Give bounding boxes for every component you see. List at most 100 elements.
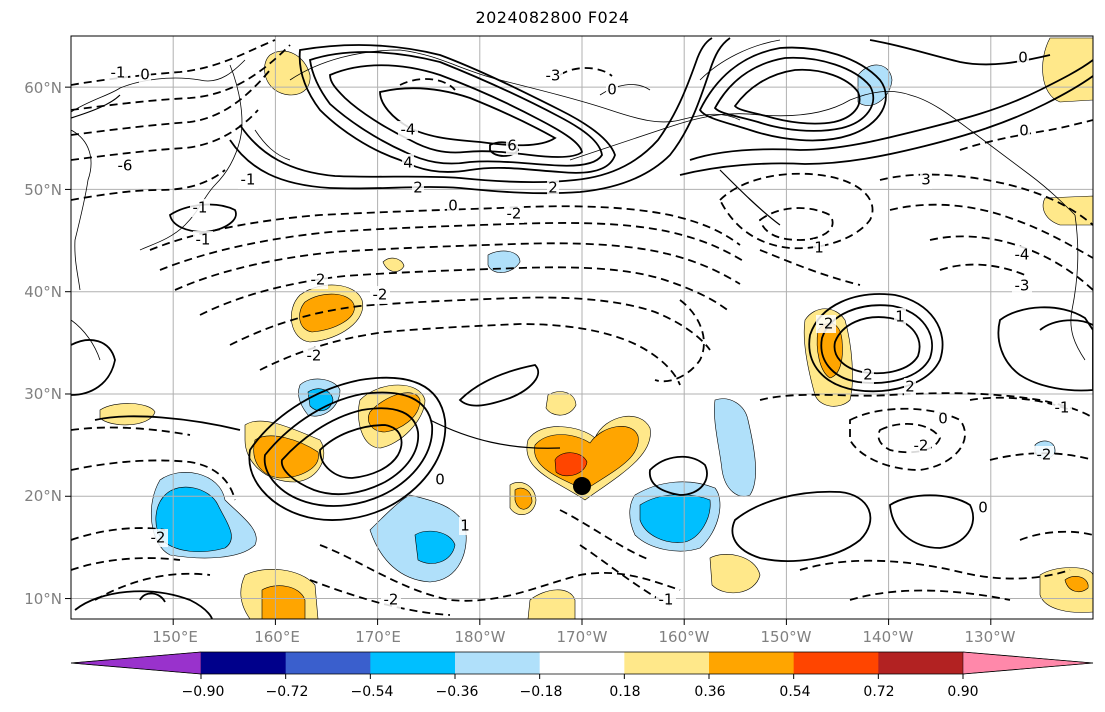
lon-tick-label: 150°W (761, 628, 812, 646)
contour-label: -4 (401, 121, 416, 139)
contour-label-bg (238, 171, 258, 189)
contour-label: -6 (118, 157, 133, 175)
contour-label: -1 (659, 591, 674, 609)
contour-label: -2 (384, 591, 399, 609)
anomaly-strong (514, 487, 533, 510)
contour-label: -2 (819, 315, 834, 333)
colorbar-segment (370, 652, 456, 674)
contour-label-bg (937, 410, 949, 428)
contour-label: 3 (921, 171, 931, 189)
contour-label-bg (108, 64, 128, 82)
contour-label-bg (911, 437, 931, 455)
contour-label: 2 (905, 378, 915, 396)
anomaly-very-strong (554, 452, 588, 477)
lon-tick-label: 140°W (863, 628, 914, 646)
contour-label-bg (139, 66, 151, 84)
contour-label-bg (1012, 277, 1032, 295)
contour-label-bg (816, 315, 836, 333)
contour-label: 0 (140, 66, 150, 84)
anomaly-medium (414, 530, 456, 564)
contour-label: -1 (241, 171, 256, 189)
contour-label-bg (547, 179, 559, 197)
contour-label: -2 (914, 437, 929, 455)
colorbar (70, 651, 1094, 679)
contour-label: 0 (435, 471, 445, 489)
colorbar-tick-label: −0.90 (182, 684, 225, 700)
contour-label-bg (193, 231, 213, 249)
contour-label: -2 (507, 205, 522, 223)
anomaly-strong (253, 435, 319, 479)
colorbar-segment (539, 652, 625, 674)
lon-tick-label: 170°W (557, 628, 608, 646)
contour-label-bg (304, 347, 324, 365)
colorbar-segment (878, 652, 964, 674)
contour-label-bg (308, 271, 328, 289)
contour-label: 0 (607, 81, 617, 99)
contour-label: 2 (863, 366, 873, 384)
contour-label-bg (190, 199, 210, 217)
contour-label-bg (862, 366, 874, 384)
map-title: 2024082800 F024 (475, 8, 630, 27)
contour-label-bg (977, 499, 989, 517)
colorbar-tick-label: 0.18 (609, 684, 640, 700)
contour-label: 0 (1019, 122, 1029, 140)
point-marker (573, 477, 591, 496)
colorbar-tick-label: 0.72 (863, 684, 894, 700)
colorbar-tick-label: −0.54 (351, 684, 394, 700)
anomaly-strong (261, 585, 306, 619)
colorbar-tick-label: −0.36 (436, 684, 479, 700)
contour-label: 4 (403, 154, 413, 172)
colorbar-tick-labels: −0.90 −0.72 −0.54 −0.36 −0.18 0.18 0.36 … (182, 684, 979, 700)
anomaly-positive (99, 403, 156, 426)
contours (71, 37, 1093, 619)
anomaly-positive (709, 554, 761, 594)
coastlines (71, 39, 1086, 361)
lat-tick-label: 50°N (24, 181, 62, 199)
contour-label-bg (656, 591, 676, 609)
colorbar-tick-label: −0.18 (520, 684, 563, 700)
contour-label-bg (370, 286, 390, 304)
anomaly-negative (487, 250, 521, 273)
lat-tick-label: 60°N (24, 79, 62, 97)
lon-tick-label: 150°E (152, 628, 198, 646)
contour-label-bg (434, 471, 446, 489)
lat-tick-label: 20°N (24, 487, 62, 505)
contour-label-bg (1052, 399, 1072, 417)
contour-label: -1 (1055, 399, 1070, 417)
lat-tick-labels: 10°N 20°N 30°N 40°N 50°N 60°N (24, 79, 62, 608)
colorbar-segment (285, 652, 371, 674)
contour-label: -1 (111, 64, 126, 82)
contour-label-bg (115, 157, 135, 175)
contour-label-bg (1017, 49, 1029, 67)
colorbar-tick-label: 0.36 (694, 684, 725, 700)
contour-label: 0 (978, 499, 988, 517)
contour-label-bg (1018, 122, 1030, 140)
anomaly-positive (382, 257, 405, 272)
lon-tick-label: 130°W (965, 628, 1016, 646)
anomaly-negative (857, 64, 893, 106)
contour-label: -4 (1015, 246, 1030, 264)
contour-label-bg (447, 197, 459, 215)
contour-label: 1 (460, 517, 470, 535)
contour-label: -3 (1015, 277, 1030, 295)
contour-label: 2 (548, 179, 558, 197)
contour-label-bg (1034, 446, 1054, 464)
contour-label-bg (1012, 246, 1032, 264)
contour-label: -1 (196, 231, 211, 249)
contour-label-bg (402, 154, 414, 172)
contour-label: 0 (938, 410, 948, 428)
colorbar-tick-label: 0.54 (779, 684, 810, 700)
contour-label-bg (504, 205, 524, 223)
contour-label-bg (543, 67, 563, 85)
contour-label: -3 (546, 67, 561, 85)
lon-tick-label: 180°W (455, 628, 506, 646)
contour-label-bg (381, 591, 401, 609)
lon-tick-label: 160°W (659, 628, 710, 646)
anomaly-positive (264, 50, 311, 96)
anomaly-medium (639, 494, 711, 543)
contour-label: 6 (507, 137, 517, 155)
anomaly-positive (1042, 37, 1093, 103)
contour-label: -2 (311, 271, 326, 289)
colorbar-tick-label: 0.90 (947, 684, 978, 700)
